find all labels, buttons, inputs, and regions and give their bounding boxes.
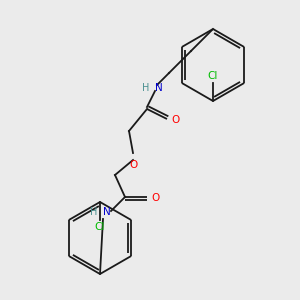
Text: H: H [142,83,149,93]
Text: Cl: Cl [95,222,105,232]
Text: N: N [155,83,163,93]
Text: O: O [151,193,159,203]
Text: Cl: Cl [208,71,218,81]
Text: N: N [103,207,111,217]
Text: H: H [90,207,97,217]
Text: O: O [130,160,138,170]
Text: O: O [171,115,179,125]
